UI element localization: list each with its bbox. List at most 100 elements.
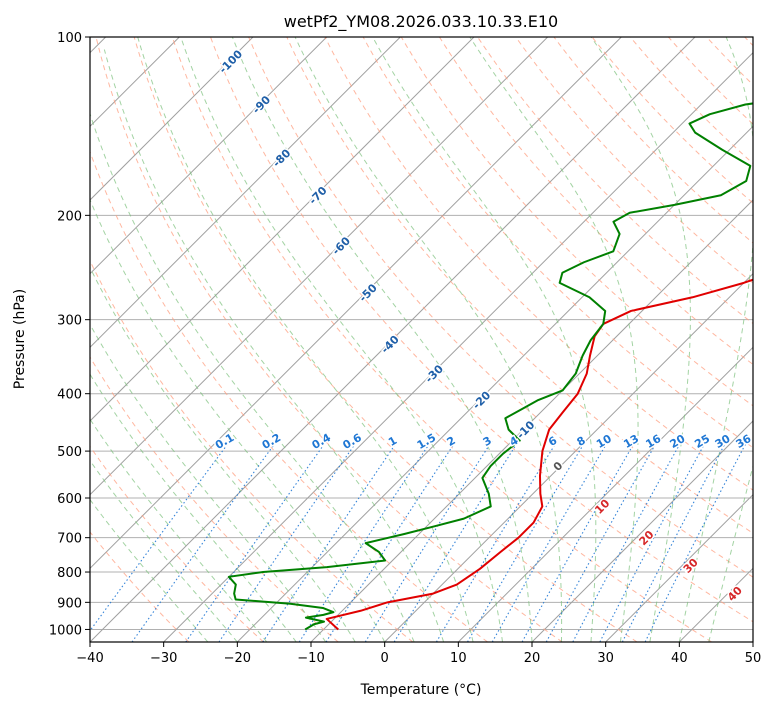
isotherm-line [310, 199, 753, 642]
dry-adiabat [95, 37, 563, 642]
isotherm-line [605, 493, 753, 642]
isotherm-line [678, 567, 753, 642]
mixing-ratio-label: 6 [546, 434, 559, 449]
mixing-ratio-label-group: 1 [385, 432, 401, 450]
x-tick-label: 20 [524, 651, 541, 666]
mixing-ratio-label-group: 30 [711, 430, 734, 452]
moist-adiabat [90, 373, 297, 642]
mixing-ratio-label-group: 2 [443, 432, 459, 450]
mixing-ratio-label: 0.6 [340, 431, 364, 452]
dry-adiabat [90, 150, 488, 642]
mixing-ratio-label: 20 [668, 432, 688, 451]
dry-adiabat [362, 37, 753, 449]
moist-adiabat [90, 323, 327, 642]
mixing-ratio-label-group: 0.1 [211, 429, 237, 453]
mixing-ratio-label: 0.2 [260, 431, 283, 452]
isotherm-label-group: -80 [269, 145, 295, 171]
dry-adiabat [90, 259, 414, 642]
dry-adiabat [133, 37, 638, 642]
dry-adiabat [90, 445, 264, 642]
mixing-ratio-label: 36 [734, 432, 754, 451]
y-tick-label: 700 [57, 532, 82, 547]
moist-adiabat-label-group: 30 [679, 554, 702, 577]
mixing-ratio-label: 1.5 [415, 431, 438, 452]
isotherm-label-group: -90 [248, 91, 274, 117]
moist-adiabat [678, 37, 753, 642]
dry-adiabat [400, 37, 753, 407]
curve-labels: -100-90-80-70-60-50-40-30-20-100.1 0.2 0.4… [211, 46, 755, 606]
isotherm-line [752, 641, 753, 642]
x-tick-label: −20 [224, 651, 251, 666]
x-tick-label: 30 [597, 651, 614, 666]
mixing-ratio-line [435, 440, 558, 642]
mixing-ratio-line [467, 440, 587, 642]
x-tick-label: −10 [297, 651, 324, 666]
mixing-ratio-line [644, 440, 748, 642]
isotherm-label: -50 [357, 281, 380, 304]
moist-adiabat [231, 37, 533, 642]
mixing-ratio-line [298, 440, 432, 642]
mixing-ratio-label-group: 0.2 [258, 429, 284, 453]
moist-adiabat [469, 37, 639, 642]
y-tick-label: 500 [57, 445, 82, 460]
moist-adiabat-label-group: 20 [635, 526, 658, 549]
plot-area [90, 37, 753, 642]
moist-adiabat [372, 37, 597, 642]
isotherm-label: -90 [250, 93, 273, 116]
mixing-ratio-label: 25 [692, 432, 712, 451]
mixing-ratio-line [185, 440, 328, 642]
mixing-ratio-label-group: 1.5 [413, 429, 439, 453]
y-tick-label: 200 [57, 209, 82, 224]
moist-adiabat-label-group: 0 [549, 457, 567, 475]
moist-adiabat [90, 112, 415, 642]
mixing-ratio-label: 30 [713, 432, 733, 451]
isotherm-label: -30 [423, 362, 446, 385]
mixing-ratio-line [491, 440, 609, 642]
isotherm-line [90, 37, 328, 275]
isotherm-line [90, 37, 475, 422]
moist-adiabat [708, 464, 753, 642]
moist-adiabat [90, 459, 238, 642]
mixing-ratio-line [572, 440, 683, 642]
moist-adiabat-label-group: 40 [723, 582, 746, 605]
moist-adiabat [590, 37, 691, 642]
moist-adiabat [103, 49, 445, 642]
y-axis-label: Pressure (hPa) [12, 289, 28, 389]
dry-adiabat [439, 37, 753, 366]
dry-adiabat [515, 37, 753, 284]
y-tick-label: 300 [57, 314, 82, 329]
mixing-ratio-line [131, 440, 278, 642]
mixing-ratio-label-group: 16 [642, 430, 665, 452]
y-tick-label: 100 [57, 31, 82, 46]
dry-adiabat [286, 37, 753, 534]
moist-adiabat [90, 498, 209, 642]
x-tick-label: 40 [671, 651, 688, 666]
dry-adiabat [591, 37, 753, 204]
isotherm-label: -80 [270, 146, 293, 169]
dewpoint-profile [227, 102, 753, 631]
mixing-ratio-label: 0.1 [213, 431, 236, 452]
isotherm-line [457, 346, 753, 642]
moist-adiabat [90, 418, 268, 642]
dry-adiabat [90, 531, 190, 642]
plot-frame [89, 36, 754, 643]
isotherm-label: -40 [379, 333, 402, 356]
dry-adiabat [553, 37, 753, 244]
moist-adiabat [90, 198, 386, 642]
isotherm-line [90, 37, 622, 570]
isotherm-line [90, 37, 549, 496]
mixing-ratio-label-group: 0.4 [308, 429, 335, 453]
moist-adiabat [90, 266, 356, 642]
moist-adiabat-label: 40 [725, 584, 745, 604]
isotherm-label-group: -30 [421, 361, 447, 387]
isotherm-label-group: -100 [215, 46, 247, 78]
moist-adiabat [294, 37, 563, 642]
y-tick-label: 900 [57, 596, 82, 611]
x-tick-label: 0 [381, 651, 389, 666]
y-tick-label: 400 [57, 388, 82, 403]
dry-adiabat [324, 37, 753, 491]
isotherm-label: -20 [470, 388, 493, 411]
mixing-ratio-label-group: 20 [666, 430, 689, 452]
moist-adiabat-label: 30 [681, 556, 701, 576]
isotherm-label-group: -20 [469, 387, 495, 413]
